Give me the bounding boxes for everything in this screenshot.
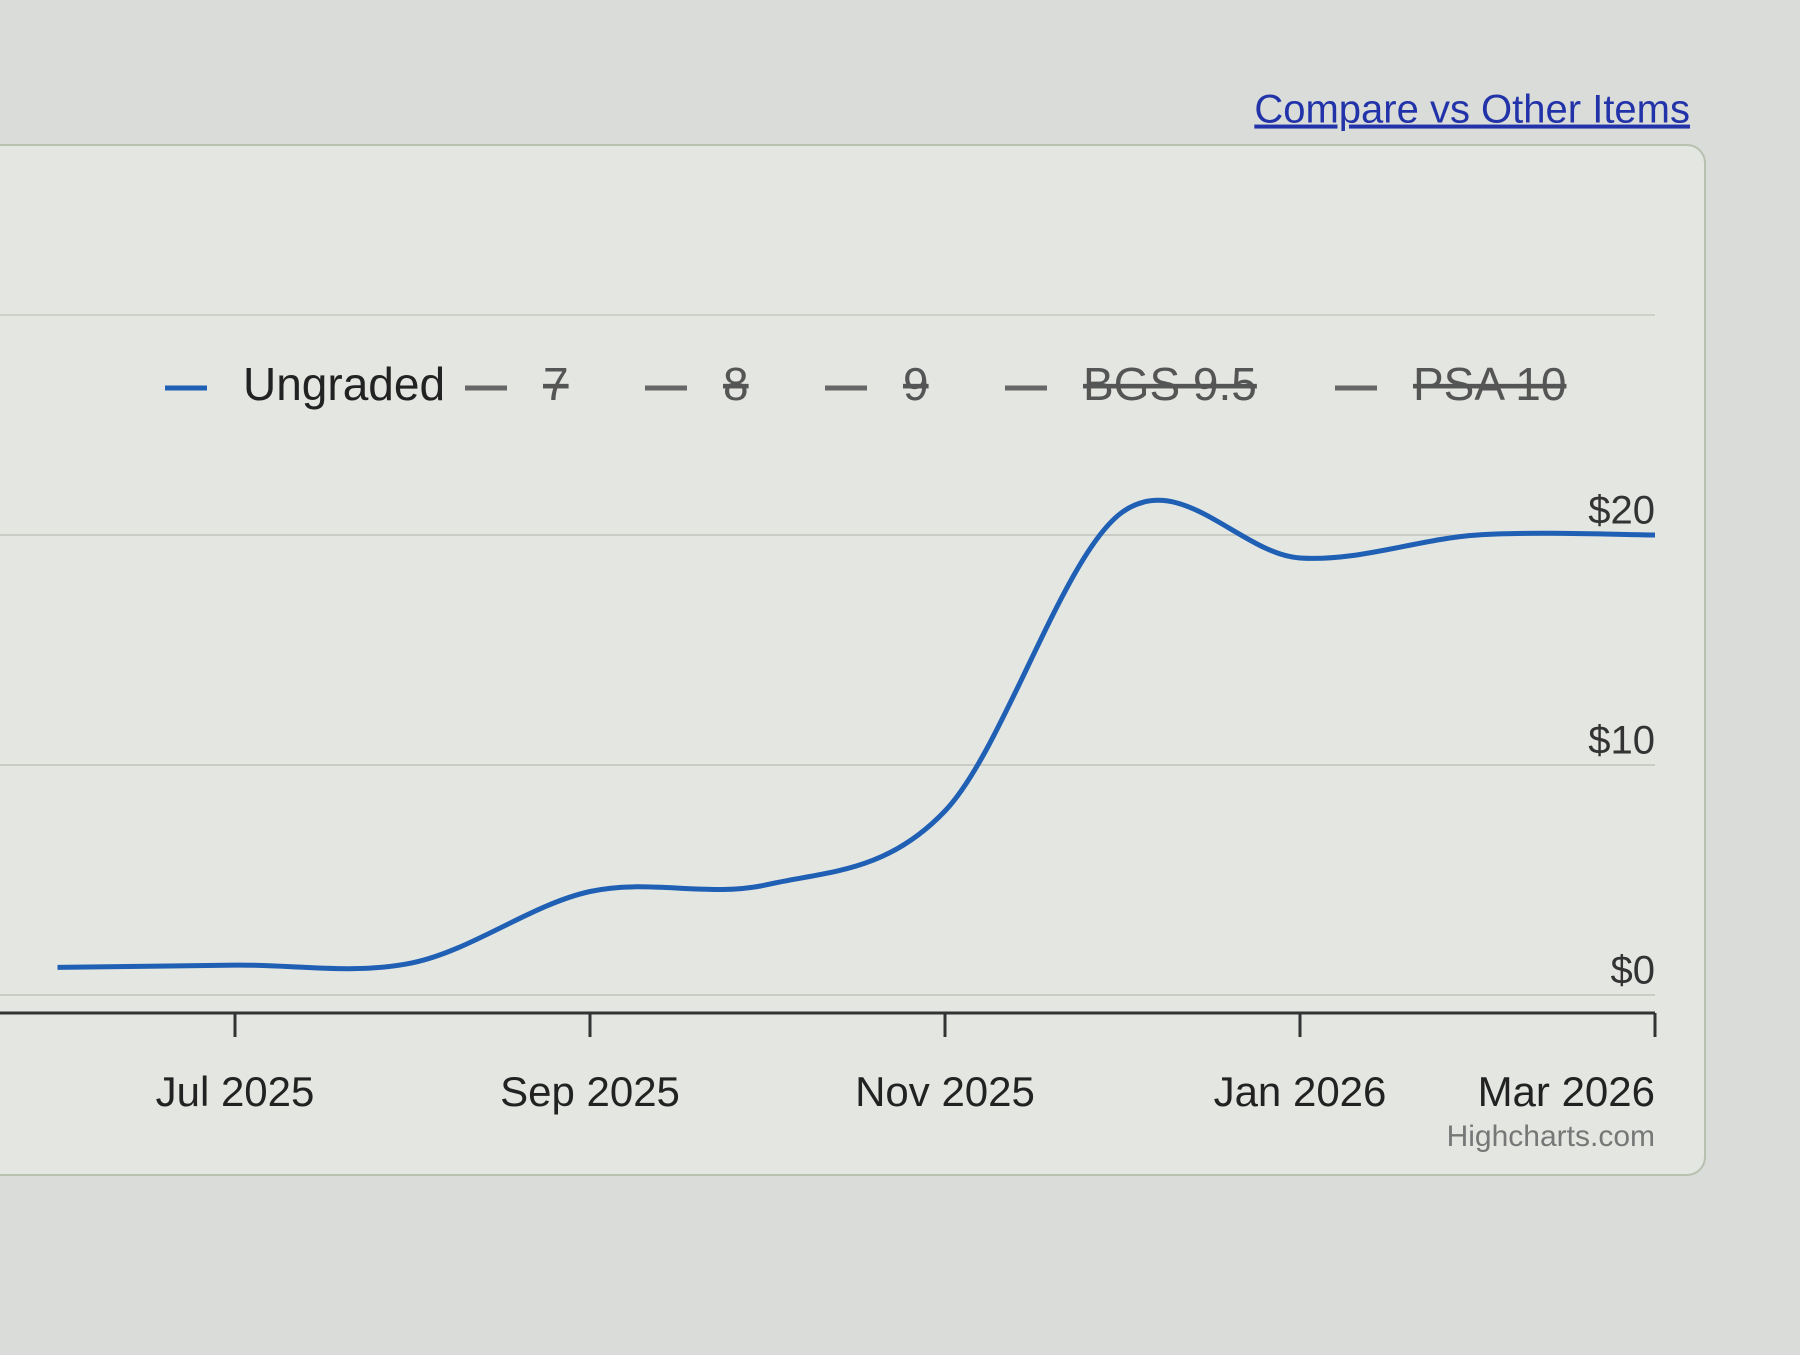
y-tick-label: $10 (1588, 719, 1655, 763)
x-tick-label: Sep 2025 (500, 1068, 680, 1115)
chart-card (0, 144, 1706, 1176)
legend-label[interactable]: 9 (903, 358, 929, 410)
compare-link[interactable]: Compare vs Other Items (1254, 88, 1690, 132)
legend-label[interactable]: PSA 10 (1413, 358, 1566, 410)
x-tick-label: Nov 2025 (855, 1068, 1035, 1115)
legend-label[interactable]: Ungraded (243, 358, 445, 410)
legend-label[interactable]: 7 (543, 358, 569, 410)
legend-label[interactable]: BGS 9.5 (1083, 358, 1257, 410)
y-tick-label: $0 (1611, 949, 1656, 993)
x-tick-label: Mar 2026 (1478, 1068, 1655, 1115)
series-line (57, 497, 1656, 972)
x-tick-label: Jan 2026 (1214, 1068, 1387, 1115)
legend-label[interactable]: 8 (723, 358, 749, 410)
credit[interactable]: Highcharts.com (1447, 1120, 1655, 1153)
x-tick-label: Jul 2025 (156, 1068, 315, 1115)
y-tick-label: $20 (1588, 489, 1655, 533)
